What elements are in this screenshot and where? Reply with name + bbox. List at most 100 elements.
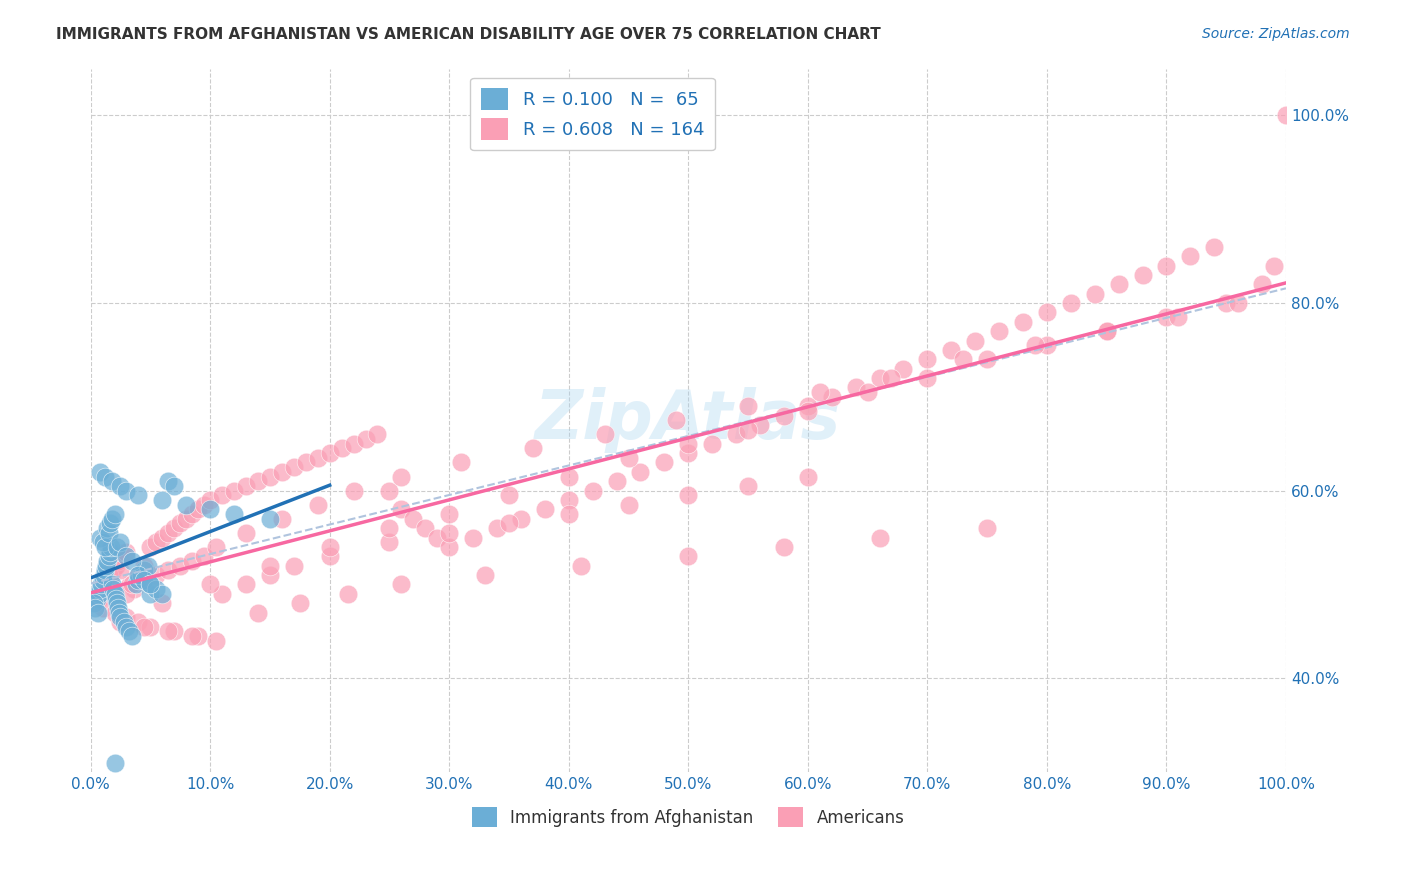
Point xyxy=(169,516,191,531)
Point xyxy=(150,587,173,601)
Point xyxy=(630,465,652,479)
Point xyxy=(1227,296,1250,310)
Text: IMMIGRANTS FROM AFGHANISTAN VS AMERICAN DISABILITY AGE OVER 75 CORRELATION CHART: IMMIGRANTS FROM AFGHANISTAN VS AMERICAN … xyxy=(56,27,882,42)
Point xyxy=(582,483,605,498)
Point xyxy=(486,521,509,535)
Point xyxy=(941,343,963,357)
Point xyxy=(87,591,110,606)
Point xyxy=(107,600,129,615)
Point xyxy=(259,558,281,573)
Point xyxy=(127,568,149,582)
Point xyxy=(96,521,118,535)
Text: Source: ZipAtlas.com: Source: ZipAtlas.com xyxy=(1202,27,1350,41)
Point xyxy=(773,409,796,423)
Point xyxy=(678,446,700,460)
Point xyxy=(1012,315,1035,329)
Point xyxy=(163,624,186,639)
Point xyxy=(235,525,257,540)
Point xyxy=(198,493,221,508)
Point xyxy=(134,620,156,634)
Point xyxy=(110,535,132,549)
Point xyxy=(97,568,120,582)
Point xyxy=(157,525,180,540)
Point xyxy=(510,512,533,526)
Point xyxy=(1060,296,1083,310)
Point xyxy=(97,573,120,587)
Point xyxy=(336,587,359,601)
Point xyxy=(1251,277,1274,292)
Point xyxy=(678,436,700,450)
Point xyxy=(86,596,108,610)
Point xyxy=(110,549,132,564)
Point xyxy=(150,493,173,508)
Point xyxy=(121,577,143,591)
Point xyxy=(307,498,329,512)
Point xyxy=(522,442,544,456)
Point xyxy=(103,606,125,620)
Point xyxy=(105,596,128,610)
Point xyxy=(181,629,204,643)
Point xyxy=(163,521,186,535)
Point xyxy=(797,404,820,418)
Point xyxy=(558,507,581,521)
Point xyxy=(110,479,132,493)
Point xyxy=(150,596,173,610)
Point xyxy=(965,334,987,348)
Point xyxy=(139,620,162,634)
Point xyxy=(121,554,143,568)
Point xyxy=(426,531,449,545)
Point xyxy=(127,615,149,629)
Point xyxy=(127,568,149,582)
Point xyxy=(737,399,759,413)
Point xyxy=(593,427,616,442)
Point xyxy=(1036,305,1059,319)
Point xyxy=(145,582,167,596)
Point xyxy=(342,436,364,450)
Point xyxy=(330,442,353,456)
Point xyxy=(235,479,257,493)
Point xyxy=(94,563,117,577)
Point xyxy=(105,540,128,554)
Point xyxy=(259,469,281,483)
Point xyxy=(893,361,915,376)
Point xyxy=(110,610,132,624)
Point xyxy=(211,488,233,502)
Point xyxy=(869,371,891,385)
Point xyxy=(439,507,461,521)
Point xyxy=(342,483,364,498)
Point xyxy=(121,629,143,643)
Point xyxy=(366,427,388,442)
Point xyxy=(104,558,127,573)
Point xyxy=(1108,277,1130,292)
Point xyxy=(1156,310,1178,324)
Point xyxy=(1024,338,1046,352)
Point xyxy=(111,549,134,564)
Point xyxy=(93,582,115,596)
Point xyxy=(157,624,180,639)
Point xyxy=(198,577,221,591)
Point xyxy=(654,455,676,469)
Point xyxy=(246,475,269,489)
Point xyxy=(917,352,939,367)
Point xyxy=(101,475,124,489)
Point xyxy=(97,525,120,540)
Point xyxy=(94,469,117,483)
Point xyxy=(115,483,138,498)
Point xyxy=(222,483,245,498)
Point xyxy=(307,450,329,465)
Point xyxy=(917,371,939,385)
Point xyxy=(187,502,209,516)
Point xyxy=(235,577,257,591)
Point xyxy=(952,352,974,367)
Legend: Immigrants from Afghanistan, Americans: Immigrants from Afghanistan, Americans xyxy=(465,800,911,834)
Point xyxy=(1204,240,1226,254)
Point xyxy=(139,577,162,591)
Point xyxy=(103,582,125,596)
Point xyxy=(845,380,868,394)
Point xyxy=(115,549,138,564)
Point xyxy=(157,563,180,577)
Point xyxy=(389,469,412,483)
Point xyxy=(869,531,891,545)
Point xyxy=(103,563,125,577)
Point xyxy=(288,596,311,610)
